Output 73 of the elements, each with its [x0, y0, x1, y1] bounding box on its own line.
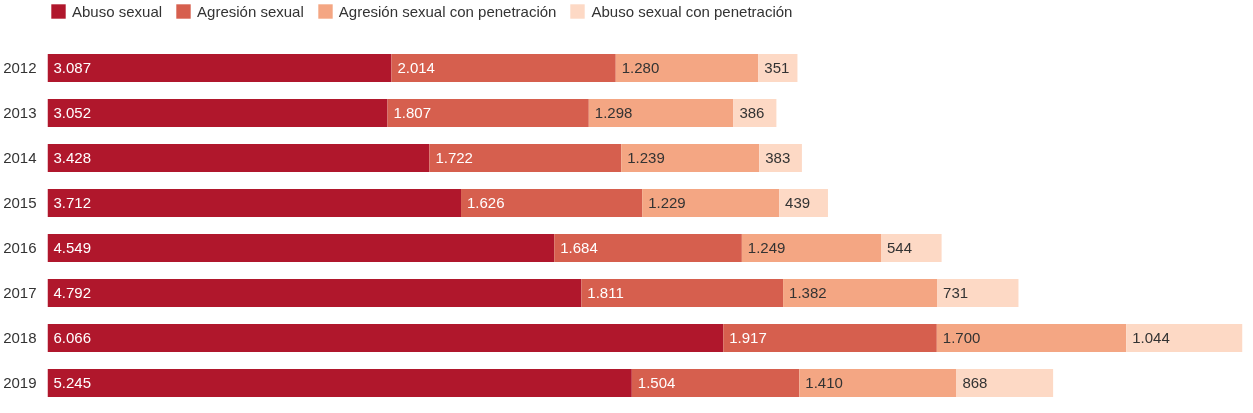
data-label: 1.626: [467, 194, 505, 211]
data-label: 1.700: [942, 329, 981, 346]
bar: [391, 54, 616, 82]
data-label: 383: [765, 149, 791, 166]
bar: [461, 189, 643, 217]
bar: [799, 369, 957, 397]
data-label: 1.722: [435, 149, 473, 166]
legend-label: Agresión sexual con penetración: [338, 2, 557, 20]
bar: [1126, 324, 1243, 352]
legend-label: Abuso sexual con penetración: [591, 2, 793, 20]
data-label: 6.066: [53, 329, 92, 346]
data-label: 3.428: [53, 149, 92, 166]
data-label: 731: [943, 284, 969, 301]
data-label: 1.917: [729, 329, 767, 346]
y-tick-label: 2015: [3, 194, 37, 211]
bar: [936, 324, 1127, 352]
data-label: 1.249: [747, 239, 786, 256]
data-label: 1.239: [627, 149, 665, 166]
data-label: 868: [962, 374, 988, 391]
data-label: 1.298: [594, 104, 633, 121]
data-label: 351: [764, 59, 790, 76]
bar: [642, 189, 780, 217]
bar: [47, 54, 392, 82]
bar: [615, 54, 759, 82]
data-label: 5.245: [53, 374, 92, 391]
bar: [47, 234, 555, 262]
data-label: 1.410: [805, 374, 843, 391]
bar: [429, 144, 622, 172]
data-label: 1.807: [393, 104, 432, 121]
data-label: 4.549: [53, 239, 92, 256]
y-tick-label: 2012: [3, 59, 37, 76]
data-label: 2.014: [397, 59, 435, 76]
bar: [581, 279, 784, 307]
bar: [47, 279, 582, 307]
legend-label: Abuso sexual: [72, 2, 163, 20]
y-tick-label: 2018: [3, 329, 37, 346]
y-tick-label: 2019: [3, 374, 37, 391]
bar: [47, 144, 430, 172]
bar: [47, 99, 388, 127]
data-label: 1.811: [587, 284, 624, 301]
bar: [741, 234, 881, 262]
bar: [588, 99, 734, 127]
data-label: 4.792: [53, 284, 92, 301]
data-label: 3.712: [53, 194, 92, 211]
bar: [881, 234, 942, 262]
bar: [723, 324, 937, 352]
data-label: 1.280: [621, 59, 660, 76]
bar: [47, 324, 724, 352]
bar: [783, 279, 938, 307]
data-label: 386: [739, 104, 765, 121]
bar: [47, 369, 632, 397]
bar: [47, 189, 462, 217]
bar: [554, 234, 742, 262]
data-label: 439: [785, 194, 811, 211]
y-tick-label: 2016: [3, 239, 37, 256]
legend-label: Agresión sexual: [197, 2, 304, 20]
data-label: 3.052: [53, 104, 92, 121]
data-label: 1.684: [560, 239, 598, 256]
data-label: 3.087: [53, 59, 92, 76]
y-tick-label: 2014: [3, 149, 37, 166]
y-tick-label: 2013: [3, 104, 37, 121]
bar: [937, 279, 1019, 307]
y-tick-label: 2017: [3, 284, 37, 301]
bar: [956, 369, 1054, 397]
data-label: 544: [887, 239, 913, 256]
data-label: 1.229: [648, 194, 686, 211]
bar: [779, 189, 828, 217]
data-label: 1.382: [789, 284, 827, 301]
bar: [387, 99, 589, 127]
bar: [621, 144, 760, 172]
data-label: 1.504: [637, 374, 676, 391]
data-label: 1.044: [1132, 329, 1170, 346]
bar: [631, 369, 800, 397]
